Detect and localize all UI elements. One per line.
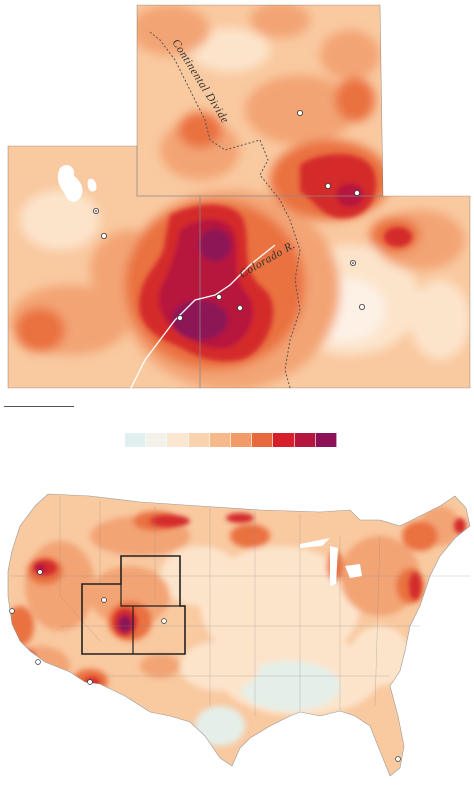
capital-dot — [95, 210, 97, 212]
regional-heat-surface — [8, 5, 470, 388]
great-salt-lake — [57, 165, 83, 202]
national-map — [7, 493, 471, 777]
city-marker — [358, 303, 365, 310]
legend-swatch — [146, 433, 168, 447]
city-marker — [161, 618, 167, 624]
city-marker — [101, 597, 107, 603]
regional-map: Continental Divide Colorado R. — [7, 4, 471, 391]
legend-swatch — [125, 433, 147, 447]
city-marker — [236, 304, 243, 311]
city-marker — [35, 659, 41, 665]
city-marker — [176, 314, 183, 321]
great-lakes — [300, 538, 362, 586]
city-marker — [296, 110, 303, 117]
city-marker — [37, 569, 43, 575]
legend-swatch — [294, 433, 316, 447]
capital-dot — [352, 262, 354, 264]
national-city-markers — [9, 569, 401, 762]
regional-state-borders — [136, 146, 383, 388]
us-outline — [7, 493, 471, 777]
legend-swatch — [252, 433, 274, 447]
legend-swatch — [209, 433, 231, 447]
continental-divide-line — [149, 31, 301, 389]
city-marker — [324, 182, 331, 189]
national-state-borders — [10, 496, 470, 716]
colorado-river-line — [129, 244, 276, 391]
city-marker — [87, 679, 93, 685]
legend-swatch — [315, 433, 337, 447]
highlighted-region-inner — [120, 584, 185, 607]
city-marker — [395, 756, 401, 762]
color-legend — [125, 433, 337, 447]
city-marker — [9, 608, 15, 614]
city-marker — [353, 189, 360, 196]
divider-line — [4, 406, 74, 407]
regional-city-markers — [93, 110, 365, 321]
legend-swatch — [167, 433, 189, 447]
city-marker — [101, 232, 108, 239]
legend-swatch — [230, 433, 253, 447]
legend-swatch — [188, 433, 210, 447]
highlighted-region-outline — [81, 555, 186, 655]
regional-outline — [7, 4, 471, 389]
city-marker — [215, 293, 222, 300]
legend-swatch — [273, 433, 295, 447]
